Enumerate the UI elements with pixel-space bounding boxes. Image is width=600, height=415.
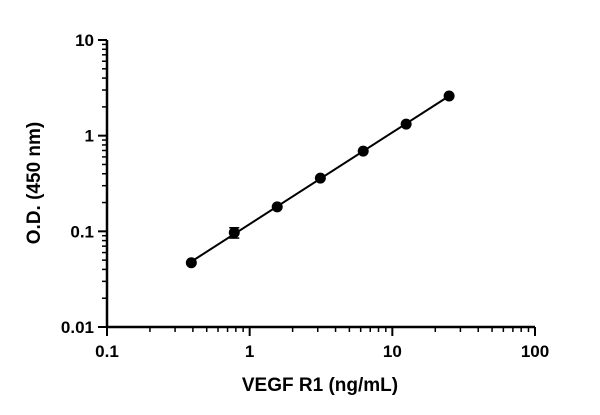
plot-area	[185, 90, 455, 269]
data-point	[185, 257, 197, 269]
data-point	[400, 118, 412, 130]
y-tick-label: 0.01	[61, 318, 94, 337]
data-point	[314, 172, 326, 184]
y-tick-label: 0.1	[70, 222, 94, 241]
x-tick-label: 100	[521, 342, 549, 361]
x-axis-title: VEGF R1 (ng/mL)	[242, 375, 398, 396]
data-point	[271, 201, 283, 213]
data-point	[357, 145, 369, 157]
y-axis-title: O.D. (450 nm)	[24, 122, 45, 244]
x-tick-label: 10	[383, 342, 402, 361]
x-tick-label: 1	[245, 342, 254, 361]
y-tick-label: 10	[75, 31, 94, 50]
y-tick-label: 1	[85, 127, 94, 146]
data-point	[443, 90, 455, 102]
x-tick-label: 0.1	[95, 342, 119, 361]
data-point	[228, 227, 240, 239]
